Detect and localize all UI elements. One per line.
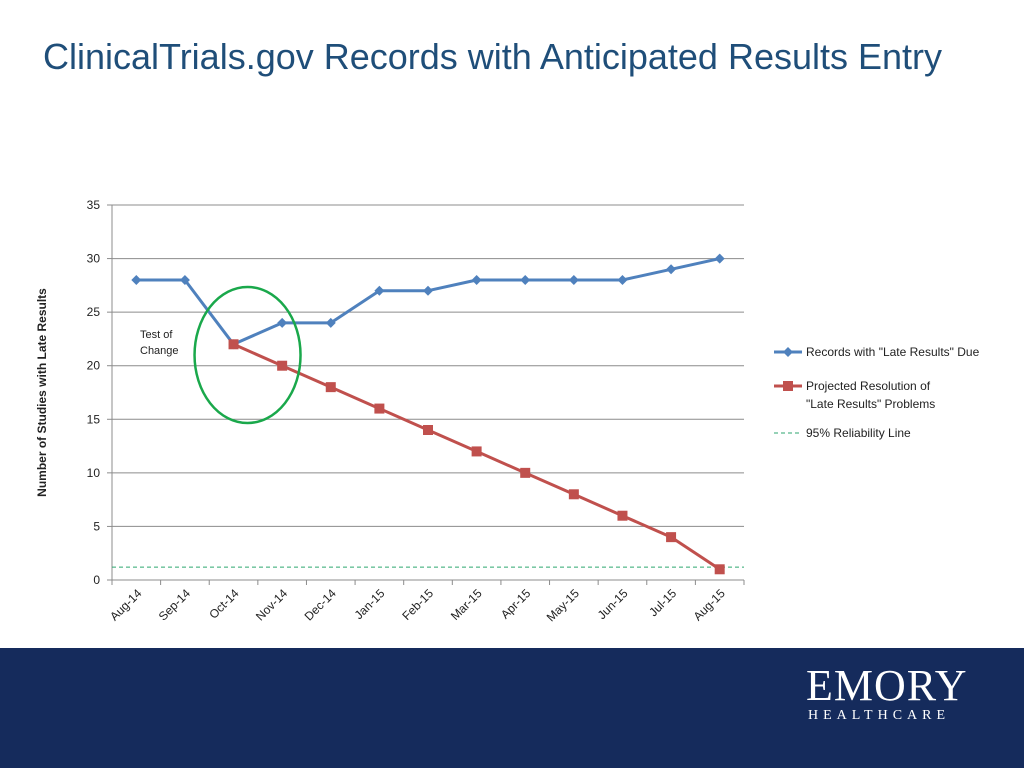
y-tick-label: 25 — [87, 305, 101, 319]
y-tick-label: 30 — [87, 252, 101, 266]
y-tick-label: 0 — [93, 573, 100, 587]
line-chart: 0 5 10 15 20 25 30 35 Aug-14 Sep-14 Oct-14 Nov-14 De… — [35, 198, 980, 624]
marker-late-results-due — [325, 317, 336, 328]
x-tick-label: Nov-14 — [253, 586, 290, 623]
marker-projected-resolution — [568, 489, 579, 500]
legend-late-results-due-label: Records with "Late Results" Due — [806, 345, 980, 359]
legend-late-results-due-marker — [783, 347, 793, 357]
marker-late-results-due — [520, 275, 531, 285]
x-tick-label: Dec-14 — [302, 586, 339, 623]
series-projected-resolution-line — [232, 342, 721, 571]
y-tick-label: 5 — [93, 519, 100, 533]
legend-projected-resolution-marker — [783, 381, 793, 391]
legend-projected-resolution-label: Projected Resolution of — [806, 379, 931, 393]
marker-projected-resolution — [666, 532, 677, 543]
y-tick-label: 35 — [87, 198, 101, 212]
marker-projected-resolution — [325, 382, 336, 393]
marker-projected-resolution — [374, 403, 385, 414]
marker-late-results-due — [277, 317, 288, 328]
y-tick-label: 20 — [87, 359, 101, 373]
marker-projected-resolution — [228, 339, 239, 350]
marker-late-results-due — [714, 253, 725, 264]
y-axis-title: Number of Studies with Late Results — [35, 288, 49, 497]
annotation-test-of-change: Change — [140, 345, 179, 357]
marker-projected-resolution — [617, 510, 628, 521]
x-tick-label: Sep-14 — [156, 586, 193, 623]
logo-emory: EMORY — [806, 661, 968, 710]
x-tick-label: Aug-15 — [691, 586, 728, 623]
marker-projected-resolution — [277, 360, 288, 371]
marker-projected-resolution — [520, 467, 531, 478]
chart-container: 0 5 10 15 20 25 30 35 Aug-14 Sep-14 Oct-14 Nov-14 De… — [0, 190, 1024, 640]
annotation-test-of-change: Test of — [140, 329, 173, 341]
x-tick-label: Jul-15 — [646, 586, 679, 619]
x-tick-label: Feb-15 — [399, 586, 436, 623]
x-tick-label: Jan-15 — [352, 586, 388, 622]
x-tick-label: Apr-15 — [498, 586, 534, 622]
marker-projected-resolution — [471, 446, 482, 457]
x-tick-label: Oct-14 — [206, 586, 242, 622]
marker-late-results-due — [423, 285, 433, 296]
marker-projected-resolution — [714, 564, 725, 575]
x-tick-label: May-15 — [544, 586, 582, 624]
x-tick-label: Jun-15 — [595, 586, 631, 622]
logo-healthcare: HEALTHCARE — [808, 708, 951, 723]
marker-late-results-due — [471, 275, 482, 285]
marker-late-results-due — [666, 264, 677, 275]
legend-projected-resolution-label: "Late Results" Problems — [806, 397, 935, 411]
footer-band — [0, 648, 1024, 768]
x-tick-label: Aug-14 — [107, 586, 144, 623]
marker-late-results-due — [617, 275, 628, 285]
marker-late-results-due — [179, 275, 190, 285]
marker-projected-resolution — [423, 425, 433, 435]
legend-reliability-label: 95% Reliability Line — [806, 426, 911, 440]
marker-late-results-due — [131, 275, 142, 285]
slide-title: ClinicalTrials.gov Records with Anticipa… — [43, 36, 943, 77]
y-tick-label: 15 — [87, 412, 101, 426]
y-tick-label: 10 — [87, 466, 101, 480]
series-late-results-due-line — [136, 257, 721, 346]
x-tick-label: Mar-15 — [448, 586, 485, 623]
marker-late-results-due — [374, 285, 385, 296]
marker-late-results-due — [568, 275, 579, 285]
test-of-change-circle — [193, 285, 302, 425]
